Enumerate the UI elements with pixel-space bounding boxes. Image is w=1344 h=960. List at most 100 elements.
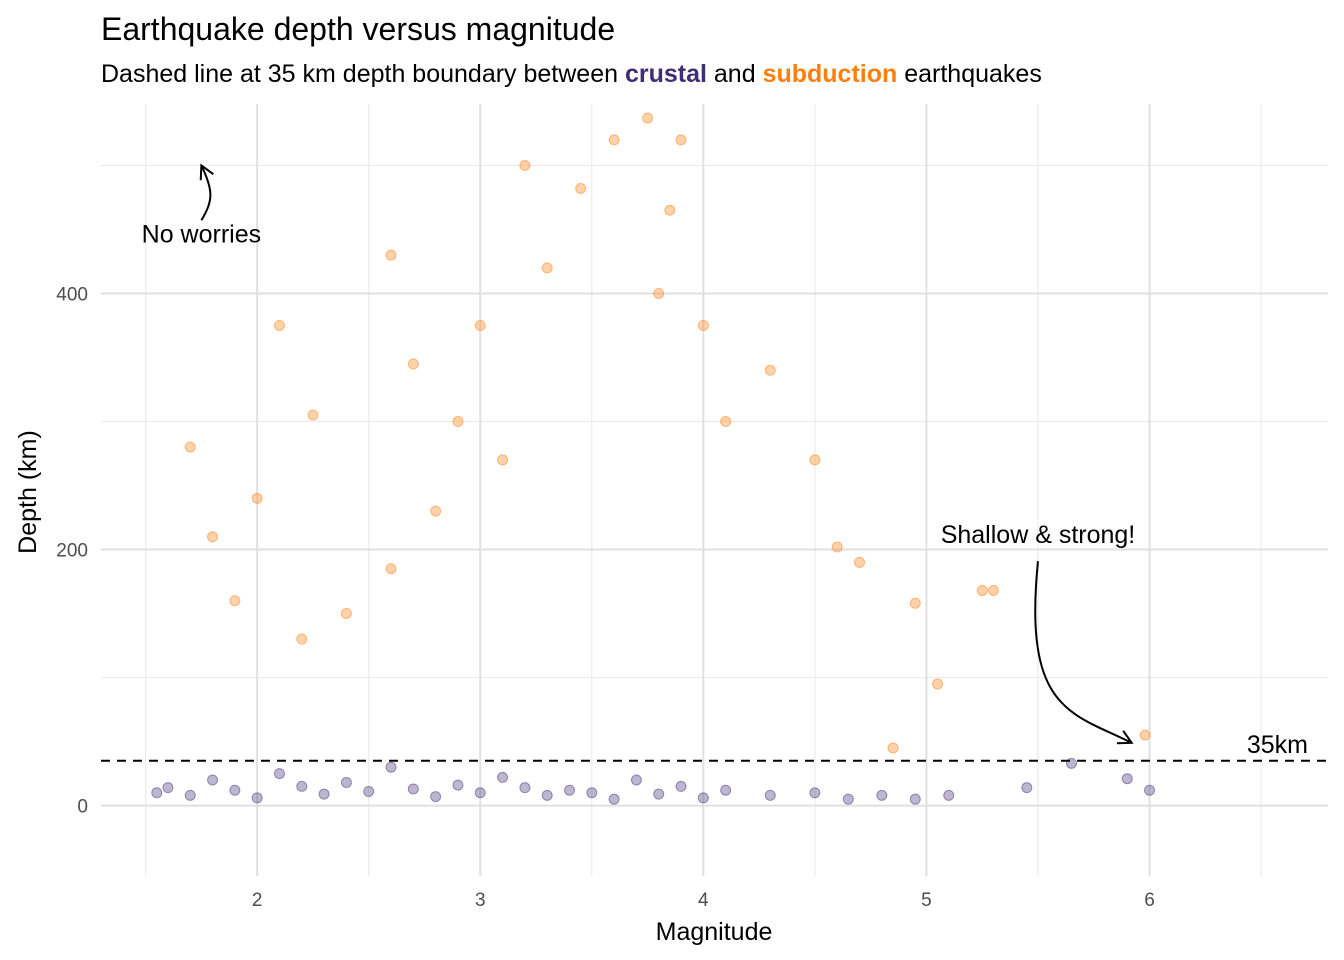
y-tick-label: 400 bbox=[56, 284, 88, 305]
arrow-head bbox=[1116, 730, 1134, 745]
subduction-point bbox=[987, 585, 999, 597]
crustal-point bbox=[497, 771, 509, 783]
subduction-point bbox=[809, 454, 821, 466]
crustal-point bbox=[943, 789, 955, 801]
tick-labels: 2 3 4 5 6 0 200 400 bbox=[56, 284, 1155, 911]
y-tick-label: 0 bbox=[77, 797, 88, 818]
x-tick-label: 2 bbox=[252, 890, 263, 911]
subduction-point bbox=[207, 531, 219, 543]
subduction-point bbox=[497, 454, 509, 466]
crustal-point bbox=[1144, 784, 1156, 796]
crustal-point bbox=[407, 783, 419, 795]
crustal-point bbox=[764, 789, 776, 801]
subduction-point bbox=[854, 556, 866, 568]
y-tick-label: 200 bbox=[56, 541, 88, 562]
subduction-point bbox=[251, 492, 263, 504]
x-tick-label: 5 bbox=[921, 890, 932, 911]
crustal-point bbox=[474, 787, 486, 799]
crustal-point bbox=[151, 787, 163, 799]
subtitle-prefix: Dashed line at 35 km depth boundary betw… bbox=[101, 60, 625, 88]
subduction-point bbox=[452, 416, 464, 428]
subduction-point bbox=[887, 742, 899, 754]
crustal-point bbox=[563, 784, 575, 796]
subduction-point bbox=[909, 597, 921, 609]
crustal-point bbox=[608, 793, 620, 805]
subduction-point bbox=[976, 585, 988, 597]
subduction-point bbox=[430, 505, 442, 517]
subduction-point bbox=[932, 678, 944, 690]
crustal-point bbox=[720, 784, 732, 796]
subtitle-middle: and bbox=[707, 60, 763, 88]
subduction-point bbox=[407, 358, 419, 370]
crustal-point bbox=[876, 789, 888, 801]
subduction-point bbox=[385, 563, 397, 575]
subduction-point bbox=[675, 134, 687, 146]
crustal-point bbox=[318, 788, 330, 800]
subduction-point bbox=[575, 182, 587, 194]
x-tick-label: 3 bbox=[475, 890, 486, 911]
subduction-point bbox=[340, 608, 352, 620]
crustal-point bbox=[251, 792, 263, 804]
crustal-point bbox=[909, 793, 921, 805]
crustal-point bbox=[809, 787, 821, 799]
chart-subtitle: Dashed line at 35 km depth boundary betw… bbox=[101, 60, 1042, 88]
subduction-point bbox=[541, 262, 553, 274]
annotation-label: No worries bbox=[142, 220, 261, 248]
crustal-point bbox=[675, 780, 687, 792]
subduction-point bbox=[664, 204, 676, 216]
crustal-point bbox=[1121, 773, 1133, 785]
subduction-point bbox=[1139, 729, 1151, 741]
subtitle-subduction-word: subduction bbox=[763, 60, 898, 88]
crustal-point bbox=[207, 774, 219, 786]
subduction-point bbox=[519, 159, 531, 171]
x-axis-label: Magnitude bbox=[656, 918, 773, 946]
crustal-point bbox=[586, 787, 598, 799]
subduction-point bbox=[184, 441, 196, 453]
subduction-points bbox=[184, 112, 1151, 754]
crustal-point bbox=[184, 789, 196, 801]
annotation-label: Shallow & strong! bbox=[941, 521, 1136, 549]
crustal-point bbox=[1021, 782, 1033, 794]
annotation-arrow bbox=[200, 165, 212, 221]
arrow-head bbox=[199, 163, 214, 181]
subduction-point bbox=[642, 112, 654, 124]
subduction-point bbox=[474, 319, 486, 331]
subduction-point bbox=[296, 633, 308, 645]
subduction-point bbox=[385, 249, 397, 261]
subduction-point bbox=[273, 319, 285, 331]
subtitle-suffix: earthquakes bbox=[897, 60, 1042, 88]
annotation-arrow bbox=[1034, 561, 1133, 744]
crustal-point bbox=[273, 768, 285, 780]
x-tick-label: 6 bbox=[1144, 890, 1155, 911]
crustal-point bbox=[363, 786, 375, 798]
crustal-point bbox=[340, 777, 352, 789]
crustal-point bbox=[296, 780, 308, 792]
x-tick-label: 4 bbox=[698, 890, 709, 911]
annotations: No worries Shallow & strong! bbox=[142, 163, 1136, 745]
crustal-point bbox=[519, 782, 531, 794]
crustal-point bbox=[697, 792, 709, 804]
subtitle-crustal-word: crustal bbox=[625, 60, 707, 88]
subduction-point bbox=[307, 409, 319, 421]
subduction-point bbox=[229, 595, 241, 607]
crustal-point bbox=[430, 791, 442, 803]
crustal-point bbox=[229, 784, 241, 796]
subduction-point bbox=[653, 287, 665, 299]
subduction-point bbox=[764, 364, 776, 376]
crustal-point bbox=[541, 789, 553, 801]
chart-title: Earthquake depth versus magnitude bbox=[101, 11, 615, 47]
subduction-point bbox=[697, 319, 709, 331]
crustal-point bbox=[630, 774, 642, 786]
crustal-points bbox=[151, 757, 1156, 805]
subduction-point bbox=[720, 416, 732, 428]
crustal-point bbox=[162, 782, 174, 794]
threshold-label: 35km bbox=[1247, 731, 1308, 759]
crustal-point bbox=[653, 788, 665, 800]
subduction-point bbox=[831, 541, 843, 553]
crustal-point bbox=[452, 779, 464, 791]
crustal-point bbox=[385, 761, 397, 773]
crustal-point bbox=[842, 793, 854, 805]
subduction-point bbox=[608, 134, 620, 146]
grid-lines bbox=[101, 104, 1328, 876]
